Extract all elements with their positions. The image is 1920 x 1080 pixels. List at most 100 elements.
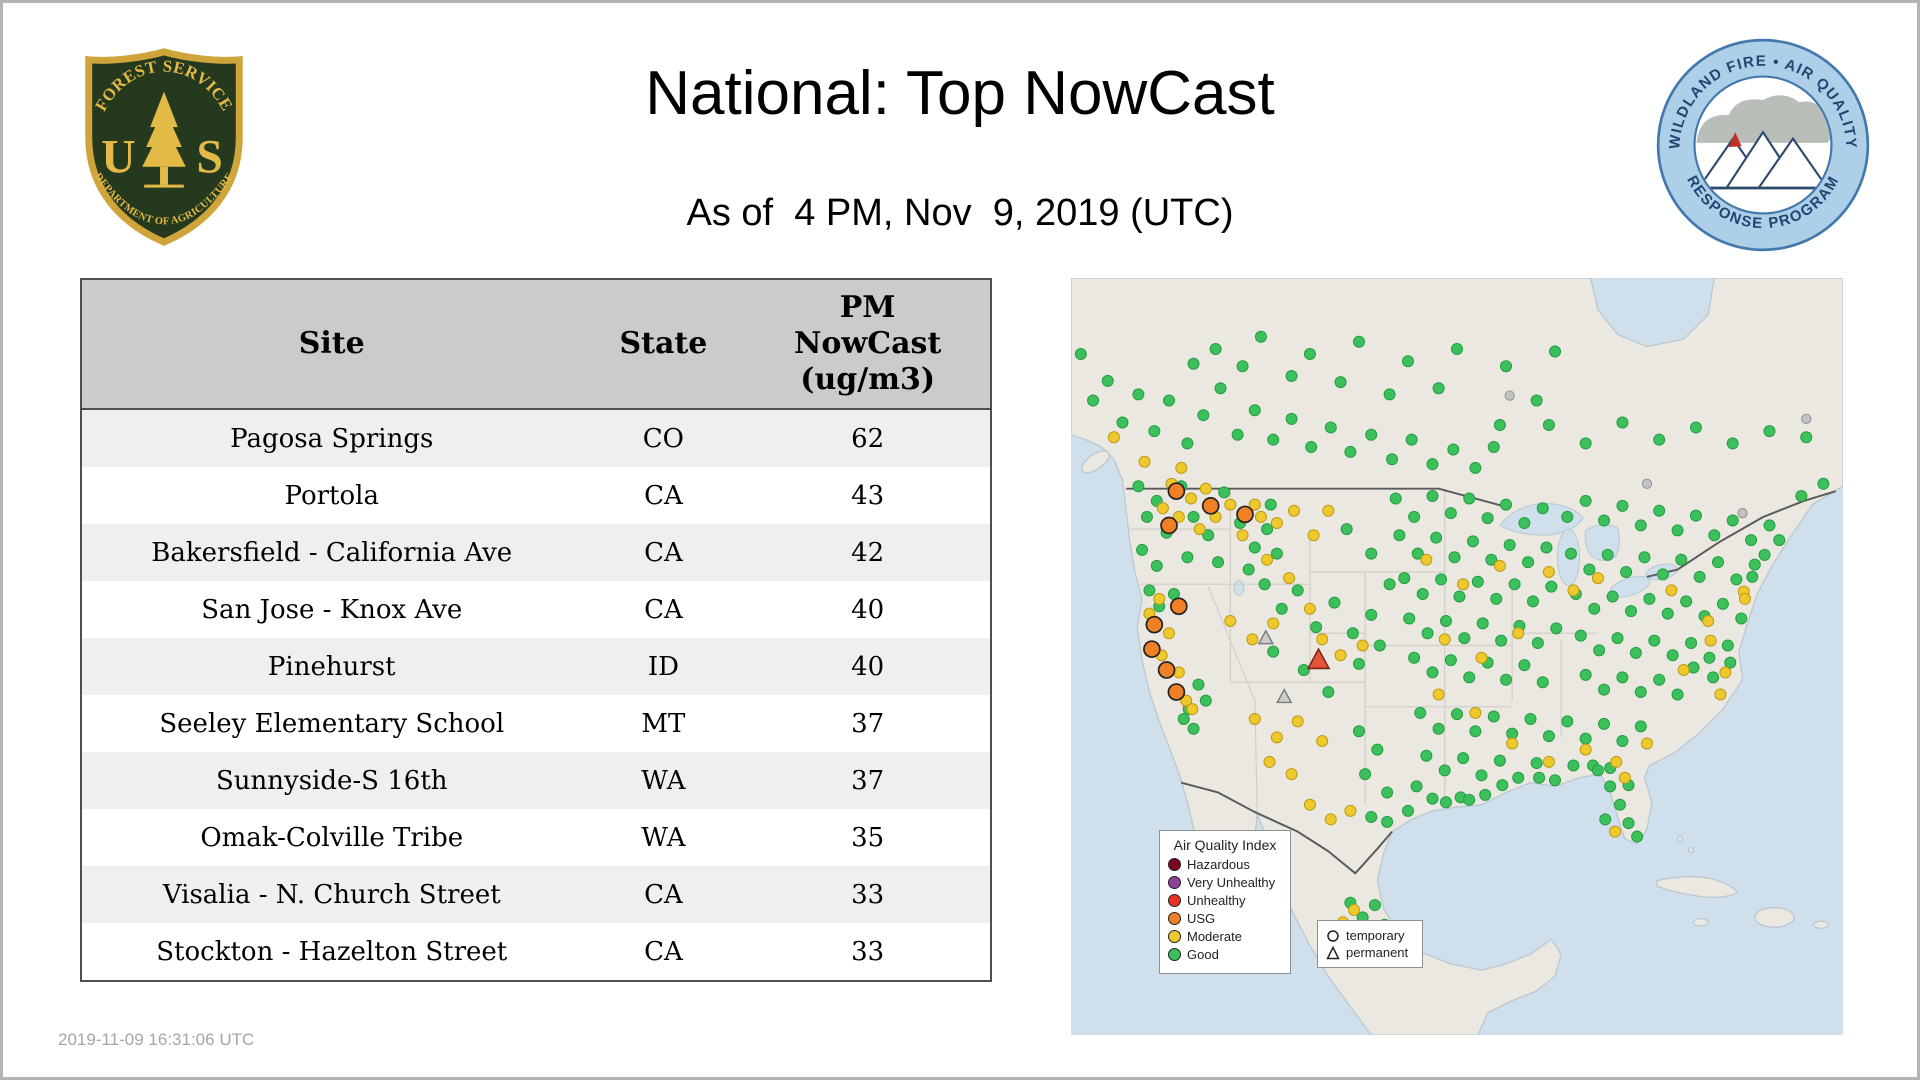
monitor-dot (1469, 725, 1482, 738)
monitor-dot (1689, 421, 1702, 434)
monitor-dot (1604, 780, 1617, 793)
site-cell: Visalia - N. Church Street (162, 879, 501, 910)
monitor-dot (1143, 584, 1156, 597)
monitor-dot (1763, 519, 1776, 532)
monitor-dot (1224, 614, 1237, 627)
site-cell: Pagosa Springs (230, 423, 434, 454)
monitor-dot (1202, 529, 1215, 542)
monitor-dot (1303, 602, 1316, 615)
monitor-dot (1365, 810, 1378, 823)
flame-icon (1728, 132, 1742, 148)
monitor-dot (1610, 755, 1623, 768)
monitor-dot (1157, 661, 1176, 679)
state-cell: CA (644, 480, 683, 511)
aqi-color-dot-icon (1168, 912, 1181, 925)
monitor-dot (1258, 578, 1271, 591)
monitor-dot (1307, 529, 1320, 542)
monitor-dot (1707, 671, 1720, 684)
site-cell: Seeley Elementary School (159, 708, 505, 739)
monitor-dot (1549, 345, 1562, 358)
monitor-dot (1444, 507, 1457, 520)
monitor-dot (1746, 570, 1759, 583)
monitor-dot (1730, 573, 1743, 586)
monitor-dot (1653, 504, 1666, 517)
monitor-dot (1704, 634, 1717, 647)
monitor-dot (1561, 510, 1574, 523)
monitor-dot (1737, 508, 1748, 519)
monitor-dot (1611, 632, 1624, 645)
marker-legend-item: permanent (1326, 945, 1414, 960)
monitor-dot (1420, 553, 1433, 566)
column-header-pm: PM NowCast (ug/m3) (745, 279, 991, 410)
table-header-row: Site State PM NowCast (ug/m3) (81, 279, 991, 410)
monitor-dot (1365, 428, 1378, 441)
monitor-dot (1435, 573, 1448, 586)
aqi-color-dot-icon (1168, 876, 1181, 889)
monitor-dot (1549, 774, 1562, 787)
monitor-dot (1500, 498, 1513, 511)
monitor-dot (1132, 388, 1145, 401)
monitor-dot (1193, 523, 1206, 536)
monitor-dots-layer (1074, 330, 1830, 952)
value-cell: 62 (851, 423, 885, 454)
monitor-dot (1352, 335, 1365, 348)
monitor-dot (1438, 633, 1451, 646)
north-america-landmass (1071, 278, 1843, 1035)
state-cell: CA (644, 594, 683, 625)
aqi-legend-label: Good (1187, 947, 1219, 962)
monitor-dot (1801, 413, 1812, 425)
monitor-dot (1524, 712, 1537, 725)
monitor-dot (1145, 615, 1164, 634)
value-cell: 43 (851, 480, 885, 511)
monitor-dot (1261, 523, 1274, 536)
monitor-dot (1616, 416, 1629, 429)
monitor-dot (1346, 627, 1359, 640)
site-cell: Portola (284, 480, 379, 511)
monitor-dot (1598, 514, 1611, 527)
fs-letter-u: U (101, 132, 135, 184)
monitor-dot (1087, 394, 1100, 407)
state-cell: ID (647, 651, 679, 682)
monitor-dot (1430, 531, 1443, 544)
mountains-smoke-icon (1695, 95, 1831, 190)
monitor-dot (1530, 394, 1543, 407)
monitor-dot (1439, 796, 1452, 809)
monitor-dot (1735, 612, 1748, 625)
value-cell: 40 (851, 594, 885, 625)
monitor-dot (1665, 584, 1678, 597)
nowcast-table-container: Site State PM NowCast (ug/m3) Pagosa Spr… (80, 278, 992, 982)
monitor-dot (1181, 437, 1194, 450)
monitor-dot (1373, 639, 1386, 652)
monitor-dot (1328, 596, 1341, 609)
monitor-dot (1285, 369, 1298, 382)
monitor-dot (1530, 757, 1543, 770)
monitor-dot (1138, 455, 1151, 468)
monitor-dot (1450, 708, 1464, 721)
aqi-legend-title: Air Quality Index (1173, 837, 1277, 853)
aqi-legend-item: Hazardous (1168, 857, 1282, 872)
monitor-dot (1348, 904, 1361, 917)
monitor-dot (1136, 543, 1149, 556)
monitor-dot (1285, 768, 1298, 781)
value-cell: 42 (851, 537, 885, 568)
monitor-dot (1420, 749, 1433, 762)
monitor-dot (1648, 634, 1661, 647)
airfire-logo: WILDLAND FIRE • AIR QUALITY RESPONSE PRO… (1656, 38, 1870, 252)
monitor-dot (1564, 547, 1577, 560)
monitor-dot (1438, 764, 1451, 777)
monitor-dot (1716, 597, 1729, 610)
monitor-dot (1616, 735, 1629, 748)
monitor-dot (1185, 492, 1198, 505)
monitor-dot (1248, 404, 1261, 417)
monitor-dot (1579, 668, 1592, 681)
monitor-dot (1405, 433, 1418, 446)
monitor-dot (1726, 514, 1739, 527)
site-cell: Bakersfield - California Ave (151, 537, 513, 568)
monitor-dot (1550, 622, 1563, 635)
monitor-dot (1475, 769, 1488, 782)
monitor-dot (1593, 644, 1606, 657)
monitor-dot (1401, 804, 1414, 817)
monitor-dot (1291, 715, 1304, 728)
monitor-dot (1476, 617, 1489, 630)
